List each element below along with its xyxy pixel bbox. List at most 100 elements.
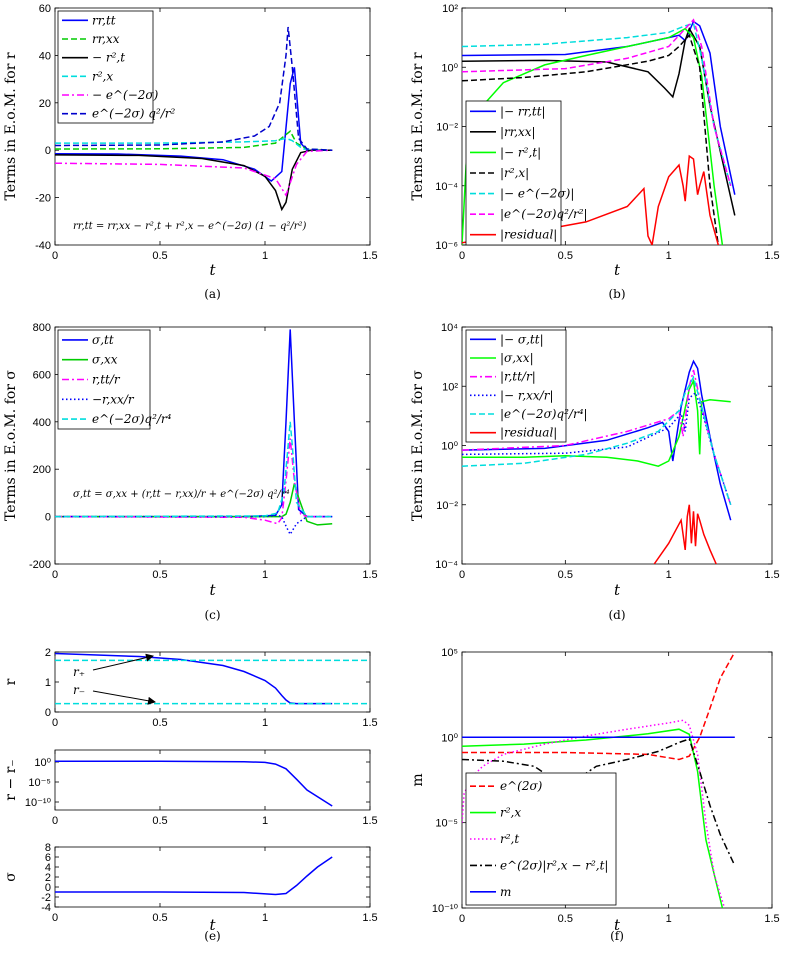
series-line-4 xyxy=(462,33,720,245)
series-line-1 xyxy=(55,67,333,182)
legend-entry: e^(2σ)|r²,x − r²,t| xyxy=(500,858,608,872)
series-line-1 xyxy=(462,652,736,761)
series-group xyxy=(462,359,732,564)
series-line-1 xyxy=(55,856,333,896)
x-axis-label: t xyxy=(209,581,216,599)
legend-entry: |residual| xyxy=(500,426,557,440)
r-plus-label: r₊ xyxy=(73,665,85,679)
series-line-7 xyxy=(462,154,720,245)
y-tick-label: 10⁵ xyxy=(441,647,458,659)
x-tick-label: 1 xyxy=(262,250,268,262)
y-tick-label: 10⁰ xyxy=(441,441,458,453)
plot-area xyxy=(54,846,371,908)
legend-entry: |− r,xx/r| xyxy=(500,388,554,402)
series-line-3 xyxy=(55,149,333,212)
plot-area xyxy=(54,651,371,713)
legend: rr,tt rr,xx − r²,t r²,x − e^(−2σ) e^(−2σ) q²/… xyxy=(57,10,175,124)
series-group xyxy=(462,18,736,245)
legend-entry: e^(−2σ)q²/r⁴ xyxy=(92,412,172,426)
legend-entry: |residual| xyxy=(500,228,557,242)
y-axis-label: Terms in E.o.M. for σ xyxy=(410,370,426,521)
series-line-2 xyxy=(55,483,333,526)
x-tick-label: 1 xyxy=(666,569,672,581)
y-tick-label: -40 xyxy=(35,240,51,252)
legend-entry: r,tt/r xyxy=(92,373,121,387)
y-axis-label: r − r₋ xyxy=(3,759,19,800)
x-tick-label: 1.5 xyxy=(764,250,779,262)
y-axis-label: Terms in E.o.M. for σ xyxy=(3,370,19,521)
y-tick-label: 2 xyxy=(45,647,51,659)
equation-annotation: σ,tt = σ,xx + (r,tt − r,xx)/r + e^(−2σ) … xyxy=(73,489,290,500)
y-tick-label: 10⁻¹⁰ xyxy=(25,797,52,809)
y-tick-label: 10⁻⁴ xyxy=(435,181,458,193)
panel-caption: (d) xyxy=(608,608,625,622)
y-axis-label: σ xyxy=(3,872,19,882)
panel-caption: (e) xyxy=(204,929,220,943)
x-tick-label: 0 xyxy=(52,912,58,924)
x-axis-label: t xyxy=(614,261,621,279)
chart-f: 0 0.5 1 1.5 10⁻¹⁰ 10⁻⁵ 10⁰ 10⁵ t m (f) e^(2σ) r²,x r²… xyxy=(410,647,780,943)
legend-entry: |σ,xx| xyxy=(500,351,534,365)
y-tick-label: 10⁰ xyxy=(441,62,458,74)
y-tick-label: 20 xyxy=(39,98,51,110)
series-line-5 xyxy=(55,149,333,197)
x-tick-label: 0 xyxy=(52,717,58,729)
x-tick-label: 1.5 xyxy=(362,569,377,581)
plot-area xyxy=(54,749,371,811)
series-line-1 xyxy=(55,760,333,807)
y-tick-label: 60 xyxy=(39,3,51,15)
y-tick-label: 10⁻⁵ xyxy=(435,818,458,830)
x-tick-label: 1.5 xyxy=(764,569,779,581)
series-line-6 xyxy=(55,26,333,151)
r-minus-label: r₋ xyxy=(73,683,85,697)
y-tick-label: 800 xyxy=(33,322,51,334)
x-tick-label: 0.5 xyxy=(152,250,167,262)
x-tick-label: 0 xyxy=(459,569,465,581)
x-tick-label: 1 xyxy=(666,913,672,925)
series-group xyxy=(55,26,333,212)
legend: |− σ,tt| |σ,xx| |r,tt/r| |− r,xx/r| |e^(−2σ)… xyxy=(465,329,588,443)
x-tick-label: 1 xyxy=(262,912,268,924)
y-tick-label: 200 xyxy=(33,464,51,476)
y-tick-label: 40 xyxy=(39,50,51,62)
y-tick-label: 10⁻² xyxy=(436,122,458,134)
chart-a: 0 0.5 1 1.5 -40 -20 0 20 40 60 t Terms in E.o.M. fo… xyxy=(3,3,378,301)
x-tick-label: 1.5 xyxy=(764,913,779,925)
y-tick-label: 1 xyxy=(45,677,51,689)
y-tick-label: 10⁰ xyxy=(441,732,458,744)
y-tick-label: 10⁰ xyxy=(34,757,51,769)
series-line-4 xyxy=(462,738,736,867)
panel-caption: (a) xyxy=(204,287,221,301)
panel-caption: (b) xyxy=(608,287,625,301)
legend-entry: −r,xx/r xyxy=(92,392,135,406)
legend-entry: r²,x xyxy=(500,806,521,820)
x-tick-label: 0.5 xyxy=(152,569,167,581)
series-line-5 xyxy=(462,375,732,506)
legend-entry: − r²,t xyxy=(92,51,125,65)
y-axis-label: Terms in E.o.M. for r xyxy=(410,52,426,200)
y-tick-label: 0 xyxy=(45,145,51,157)
x-axis-label: t xyxy=(614,916,621,934)
y-tick-label: 10⁻⁴ xyxy=(435,559,458,571)
panel-caption: (c) xyxy=(204,608,220,622)
legend: |− rr,tt| |rr,xx| |− r²,t| |r²,x| |− e^(−2σ)… xyxy=(465,100,588,246)
y-axis-label: Terms in E.o.M. for r xyxy=(3,52,19,200)
series-line-6 xyxy=(653,504,717,564)
chart-e2: 0 0.5 1 1.5 10⁻¹⁰ 10⁻⁵ 10⁰ r − r₋ xyxy=(3,749,378,827)
x-tick-label: 0.5 xyxy=(558,250,573,262)
y-tick-label: 600 xyxy=(33,369,51,381)
series-group xyxy=(55,329,333,536)
series-line-4 xyxy=(55,514,333,536)
legend-entry: e^(2σ) xyxy=(500,779,543,793)
chart-b: 0 0.5 1 1.5 10⁻⁶ 10⁻⁴ 10⁻² 10⁰ 10² t Terms in E.o.… xyxy=(410,3,780,301)
x-tick-label: 1.5 xyxy=(362,912,377,924)
x-tick-label: 1.5 xyxy=(362,815,377,827)
series-line-6 xyxy=(462,18,732,187)
y-tick-label: 10⁴ xyxy=(441,322,458,334)
x-tick-label: 1.5 xyxy=(362,250,377,262)
x-axis-label: t xyxy=(209,916,216,934)
series-line-2 xyxy=(462,26,736,216)
legend-entry: |− r²,t| xyxy=(500,145,541,159)
y-tick-label: 10⁻¹⁰ xyxy=(432,903,459,915)
